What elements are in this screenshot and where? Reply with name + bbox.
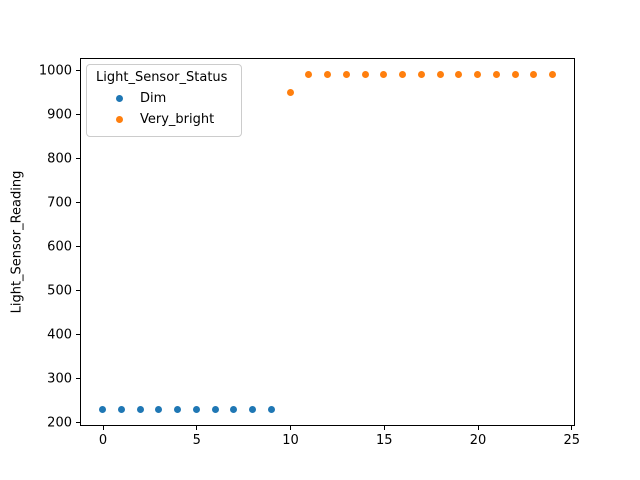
scatter-point-very_bright (436, 71, 444, 79)
scatter-point-very_bright (324, 71, 331, 79)
x-tick-mark (477, 426, 479, 430)
scatter-point-very_bright (399, 71, 406, 79)
y-tick-label: 300 (47, 371, 72, 387)
x-tick-label: 10 (282, 433, 299, 448)
scatter-point-very_bright (305, 71, 313, 79)
scatter-point-dim (211, 405, 219, 413)
y-tick-label: 900 (47, 107, 72, 123)
y-tick-mark (76, 70, 80, 72)
y-tick-mark (76, 334, 80, 336)
x-tick-label: 25 (563, 433, 581, 448)
legend-marker-icon (116, 95, 123, 102)
scatter-point-dim (155, 405, 163, 413)
legend-label: Dim (140, 91, 167, 106)
scatter-point-very_bright (380, 71, 388, 79)
x-tick-label: 0 (98, 433, 108, 448)
legend: Light_Sensor_Status Dim Very_bright (86, 64, 242, 137)
x-tick-mark (102, 426, 104, 430)
y-tick-label: 400 (47, 327, 72, 343)
y-tick-mark (76, 246, 80, 248)
x-tick-label: 15 (375, 433, 393, 448)
y-tick-mark (76, 290, 80, 292)
y-tick-label: 1000 (38, 63, 72, 79)
x-tick-label: 20 (469, 433, 487, 448)
scatter-point-very_bright (474, 71, 481, 79)
scatter-point-very_bright (342, 71, 350, 79)
scatter-point-very_bright (417, 71, 425, 79)
y-tick-mark (76, 114, 80, 116)
y-tick-mark (76, 422, 80, 424)
x-tick-mark (571, 426, 573, 430)
y-tick-label: 200 (47, 415, 72, 431)
scatter-point-dim (249, 405, 256, 413)
y-tick-label: 800 (47, 151, 72, 167)
scatter-point-dim (192, 405, 200, 413)
x-tick-mark (196, 426, 198, 430)
legend-entry: Dim (116, 88, 232, 109)
x-tick-mark (383, 426, 385, 430)
legend-label: Very_bright (140, 112, 215, 127)
scatter-point-very_bright (549, 71, 556, 79)
scatter-point-very_bright (511, 71, 519, 79)
y-tick-label: 500 (47, 283, 72, 299)
y-axis-label: Light_Sensor_Reading (9, 170, 25, 314)
y-tick-mark (76, 378, 80, 380)
x-tick-label: 5 (192, 433, 201, 448)
y-tick-mark (76, 158, 80, 160)
scatter-point-dim (267, 405, 275, 413)
scatter-point-very_bright (455, 71, 463, 79)
scatter-point-dim (230, 405, 238, 413)
scatter-point-dim (117, 405, 125, 413)
scatter-point-very_bright (492, 71, 500, 79)
legend-title: Light_Sensor_Status (96, 70, 228, 85)
scatter-point-dim (99, 405, 106, 413)
y-tick-mark (76, 202, 80, 204)
scatter-point-dim (136, 405, 144, 413)
x-tick-mark (290, 426, 291, 430)
scatter-point-very_bright (286, 88, 294, 96)
scatter-point-very_bright (530, 71, 538, 79)
legend-entries: Dim Very_bright (96, 88, 232, 130)
legend-marker-icon (116, 116, 123, 123)
scatter-point-very_bright (361, 71, 369, 79)
y-tick-label: 700 (47, 195, 72, 211)
y-tick-label: 600 (47, 239, 72, 255)
legend-entry: Very_bright (116, 109, 232, 130)
scatter-point-dim (174, 405, 181, 413)
